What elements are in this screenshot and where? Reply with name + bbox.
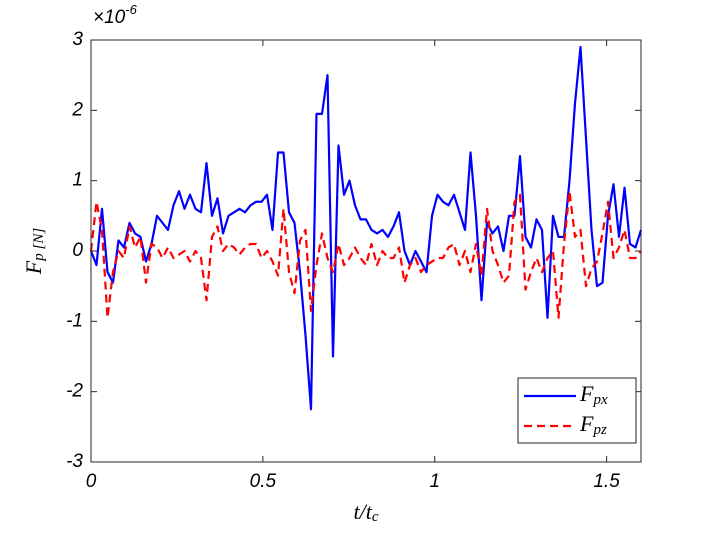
series-line	[89, 190, 642, 319]
exponent-power: -6	[125, 2, 137, 17]
x-tick-label: 0.5	[250, 471, 277, 492]
x-tick-label: 1	[429, 471, 440, 492]
x-tick-label: 1.5	[593, 471, 620, 492]
legend-box	[517, 377, 637, 444]
y-tick-label: 1	[72, 170, 83, 191]
y-tick-label: 3	[72, 29, 83, 50]
y-tick-label: 0	[72, 240, 83, 261]
y-tick-label: -1	[66, 310, 83, 331]
legend-label: Fpz	[579, 411, 607, 438]
y-axis-label: Fp [N]	[21, 228, 47, 276]
x-axis-label: t/tc	[353, 499, 378, 525]
series-line	[89, 45, 643, 411]
y-tick-label: -2	[66, 381, 83, 402]
x-tick-label: 0	[86, 471, 97, 492]
axis-exponent: ×10-6	[93, 2, 138, 28]
exponent-base: ×10	[93, 7, 126, 28]
y-tick-label: 2	[71, 99, 83, 120]
plot-frame	[90, 39, 642, 463]
legend-label: Fpx	[579, 381, 608, 408]
y-tick-label: -3	[66, 451, 83, 472]
